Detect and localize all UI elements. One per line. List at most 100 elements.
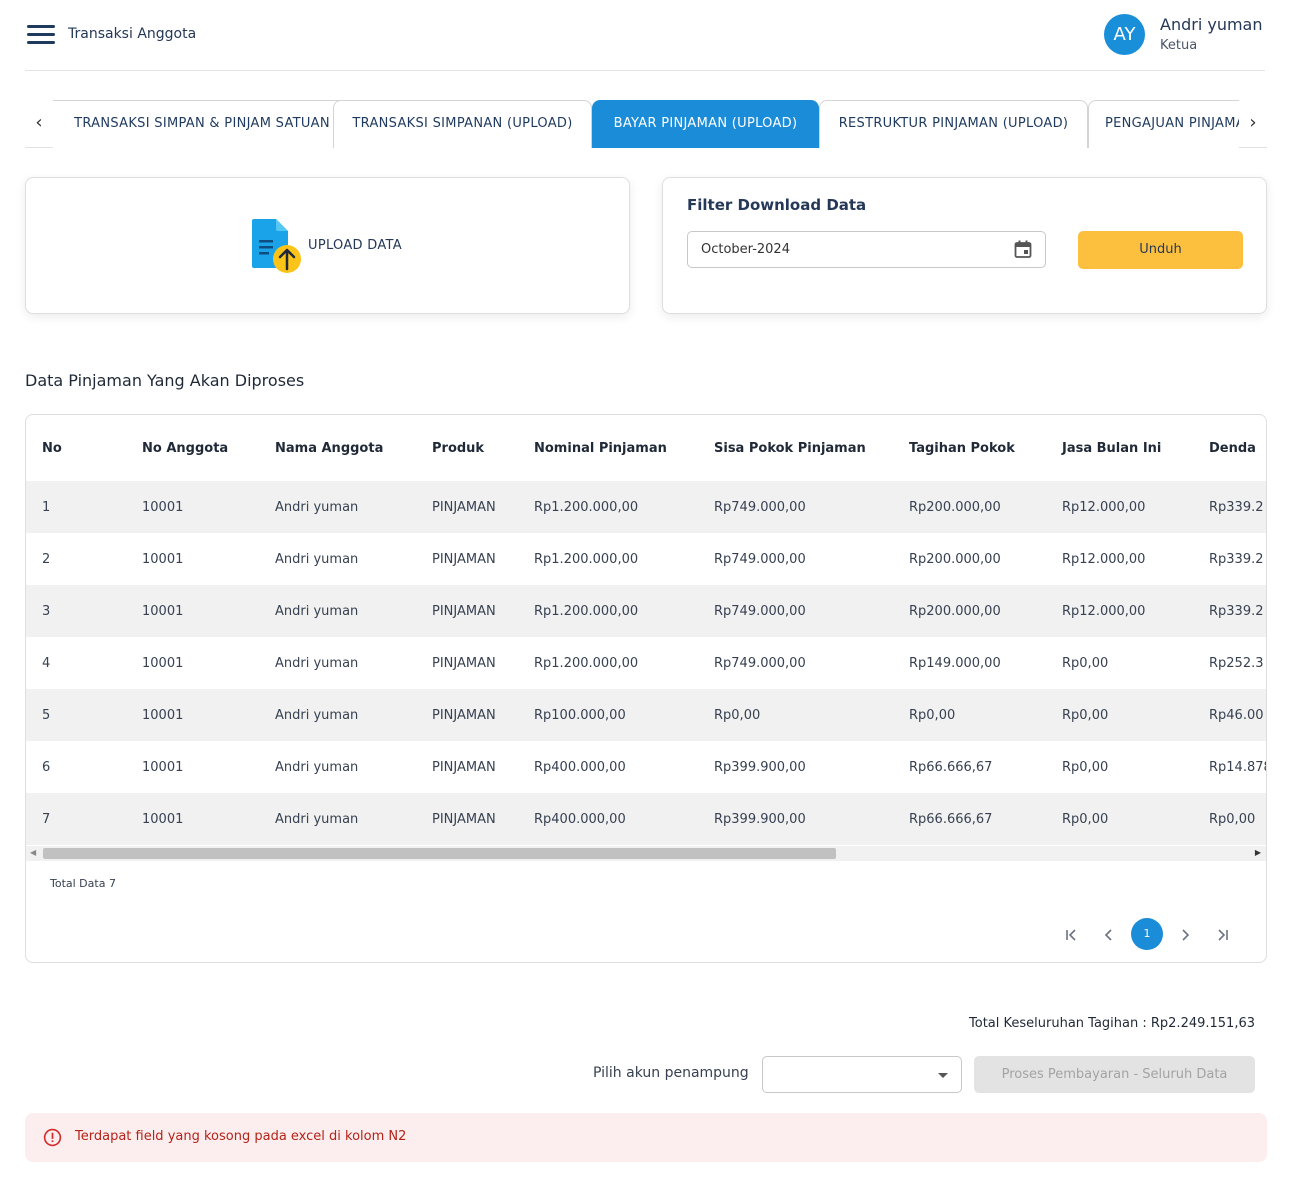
scroll-right-arrow-icon[interactable]: ▶ — [1254, 848, 1261, 857]
table-cell: Rp0,00 — [1193, 793, 1266, 845]
table-row[interactable]: 3 10001 Andri yuman PINJAMAN Rp1.200.000,00 R… — [26, 585, 1266, 637]
table-cell: Rp399.900,00 — [714, 759, 806, 775]
table-header-row: No No Anggota Nama Anggota Produk Nomina… — [26, 415, 1266, 481]
month-picker-input[interactable] — [687, 231, 1046, 268]
table-cell: Rp100.000,00 — [518, 689, 698, 741]
table-row[interactable]: 1 10001 Andri yuman PINJAMAN Rp1.200.000,00 R… — [26, 481, 1266, 533]
tab-transaksi-simpan-pinjam-satuan[interactable]: TRANSAKSI SIMPAN & PINJAM SATUAN — [53, 100, 361, 148]
table-cell: PINJAMAN — [416, 793, 518, 845]
table-cell: Rp14.878 — [1209, 759, 1266, 775]
page-1-button[interactable]: 1 — [1131, 918, 1163, 950]
column-header[interactable]: Sisa Pokok Pinjaman — [714, 440, 866, 456]
app-header: Transaksi Anggota AY Andri yuman Ketua — [25, 0, 1265, 71]
table-cell: 10001 — [126, 689, 259, 741]
table-cell: Rp1.200.000,00 — [534, 551, 639, 567]
column-header[interactable]: Jasa Bulan Ini — [1062, 440, 1162, 456]
table-cell: Rp66.666,67 — [893, 793, 1046, 845]
table-row[interactable]: 7 10001 Andri yuman PINJAMAN Rp400.000,00 Rp3… — [26, 793, 1266, 845]
table-cell: Rp0,00 — [1046, 793, 1193, 845]
upload-data-button[interactable]: UPLOAD DATA — [250, 218, 420, 276]
user-name: Andri yuman — [1160, 15, 1263, 34]
alert-message: Terdapat field yang kosong pada excel di… — [75, 1129, 407, 1144]
table-row[interactable]: 6 10001 Andri yuman PINJAMAN Rp400.000,00 Rp3… — [26, 741, 1266, 793]
table-cell: 5 — [26, 689, 126, 741]
section-title: Data Pinjaman Yang Akan Diproses — [25, 371, 305, 390]
table-cell: PINJAMAN — [416, 585, 518, 637]
calendar-icon[interactable] — [1013, 239, 1033, 259]
table-cell: Rp749.000,00 — [714, 655, 806, 671]
table-cell: Rp66.666,67 — [909, 759, 993, 775]
table-cell: Rp399.900,00 — [698, 793, 893, 845]
column-header[interactable]: Denda — [1209, 440, 1256, 456]
error-circle-icon — [43, 1128, 62, 1147]
table-cell: Rp749.000,00 — [698, 481, 893, 533]
column-header[interactable]: Nama Anggota — [275, 440, 384, 456]
table-cell: Rp400.000,00 — [534, 759, 626, 775]
caret-down-icon — [938, 1073, 948, 1078]
tab-restruktur-pinjaman-upload[interactable]: RESTRUKTUR PINJAMAN (UPLOAD) — [819, 100, 1088, 148]
table-cell: 4 — [42, 655, 51, 671]
column-header[interactable]: Tagihan Pokok — [909, 440, 1015, 456]
table-cell: 10001 — [126, 585, 259, 637]
table-row[interactable]: 4 10001 Andri yuman PINJAMAN Rp1.200.000,00 R… — [26, 637, 1266, 689]
column-header[interactable]: Nominal Pinjaman — [534, 440, 667, 456]
column-header[interactable]: Produk — [432, 440, 485, 456]
table-cell: Andri yuman — [259, 585, 416, 637]
avatar[interactable]: AY — [1104, 14, 1145, 55]
account-select[interactable] — [762, 1056, 962, 1093]
scrollbar-thumb[interactable] — [43, 848, 836, 859]
hamburger-menu-icon[interactable] — [27, 25, 55, 45]
table-cell: Rp200.000,00 — [909, 551, 1001, 567]
tab-viewport: TRANSAKSI SIMPAN & PINJAM SATUAN TRANSAK… — [53, 99, 1239, 148]
table-row[interactable]: 2 10001 Andri yuman PINJAMAN Rp1.200.000,00 R… — [26, 533, 1266, 585]
table-cell: 1 — [26, 481, 126, 533]
column-header[interactable]: No — [42, 440, 62, 456]
table-cell: Rp1.200.000,00 — [518, 585, 698, 637]
table-cell: Andri yuman — [275, 759, 359, 775]
table-cell: Rp749.000,00 — [698, 585, 893, 637]
last-page-icon[interactable] — [1207, 918, 1239, 950]
table-cell: Rp339.2 — [1193, 481, 1266, 533]
tab-scroll-left-icon[interactable]: ‹ — [35, 112, 43, 133]
chevron-right-icon[interactable] — [1169, 918, 1201, 950]
tab-bayar-pinjaman-upload[interactable]: BAYAR PINJAMAN (UPLOAD) — [592, 100, 819, 148]
tab-pengajuan-pinjaman-upload[interactable]: PENGAJUAN PINJAMAN (UPLOAD) — [1088, 100, 1239, 148]
table-cell: Rp200.000,00 — [893, 585, 1046, 637]
horizontal-scrollbar[interactable]: ◀ ▶ — [26, 846, 1266, 861]
table-row[interactable]: 5 10001 Andri yuman PINJAMAN Rp100.000,00 Rp0… — [26, 689, 1266, 741]
table-cell: Rp0,00 — [893, 689, 1046, 741]
table-cell: Rp149.000,00 — [909, 655, 1001, 671]
table-cell: Andri yuman — [259, 689, 416, 741]
scroll-left-arrow-icon[interactable]: ◀ — [30, 848, 37, 857]
column-header[interactable]: No Anggota — [142, 440, 229, 456]
table-cell: Andri yuman — [275, 655, 359, 671]
table-cell: 3 — [26, 585, 126, 637]
first-page-icon[interactable] — [1055, 918, 1087, 950]
table-cell: Rp12.000,00 — [1046, 481, 1193, 533]
table-scroll-area[interactable]: No No Anggota Nama Anggota Produk Nomina… — [26, 415, 1266, 861]
loan-table: No No Anggota Nama Anggota Produk Nomina… — [26, 415, 1266, 845]
table-cell: Rp339.2 — [1209, 551, 1264, 567]
proses-pembayaran-button: Proses Pembayaran - Seluruh Data — [974, 1056, 1255, 1093]
error-alert: Terdapat field yang kosong pada excel di… — [25, 1113, 1267, 1162]
tab-transaksi-simpanan-upload[interactable]: TRANSAKSI SIMPANAN (UPLOAD) — [333, 100, 592, 148]
table-cell: PINJAMAN — [432, 655, 496, 671]
table-cell: 10001 — [142, 655, 184, 671]
table-cell: Rp339.2 — [1193, 585, 1266, 637]
table-cell: 10001 — [142, 551, 184, 567]
tab-bar: ‹ TRANSAKSI SIMPAN & PINJAM SATUAN TRANS… — [25, 99, 1267, 148]
account-select-label: Pilih akun penampung — [593, 1065, 749, 1081]
table-cell: Rp200.000,00 — [893, 481, 1046, 533]
page-title: Transaksi Anggota — [68, 26, 197, 42]
table-cell: 7 — [26, 793, 126, 845]
table-cell: Rp0,00 — [1062, 759, 1109, 775]
table-cell: PINJAMAN — [432, 551, 496, 567]
table-cell: Andri yuman — [259, 481, 416, 533]
table-cell: 2 — [42, 551, 51, 567]
unduh-button[interactable]: Unduh — [1078, 231, 1243, 269]
loan-table-card: No No Anggota Nama Anggota Produk Nomina… — [25, 414, 1267, 963]
chevron-left-icon[interactable] — [1093, 918, 1125, 950]
upload-data-label: UPLOAD DATA — [308, 238, 402, 253]
table-cell: 10001 — [142, 759, 184, 775]
tab-scroll-right-icon[interactable]: › — [1249, 112, 1257, 133]
